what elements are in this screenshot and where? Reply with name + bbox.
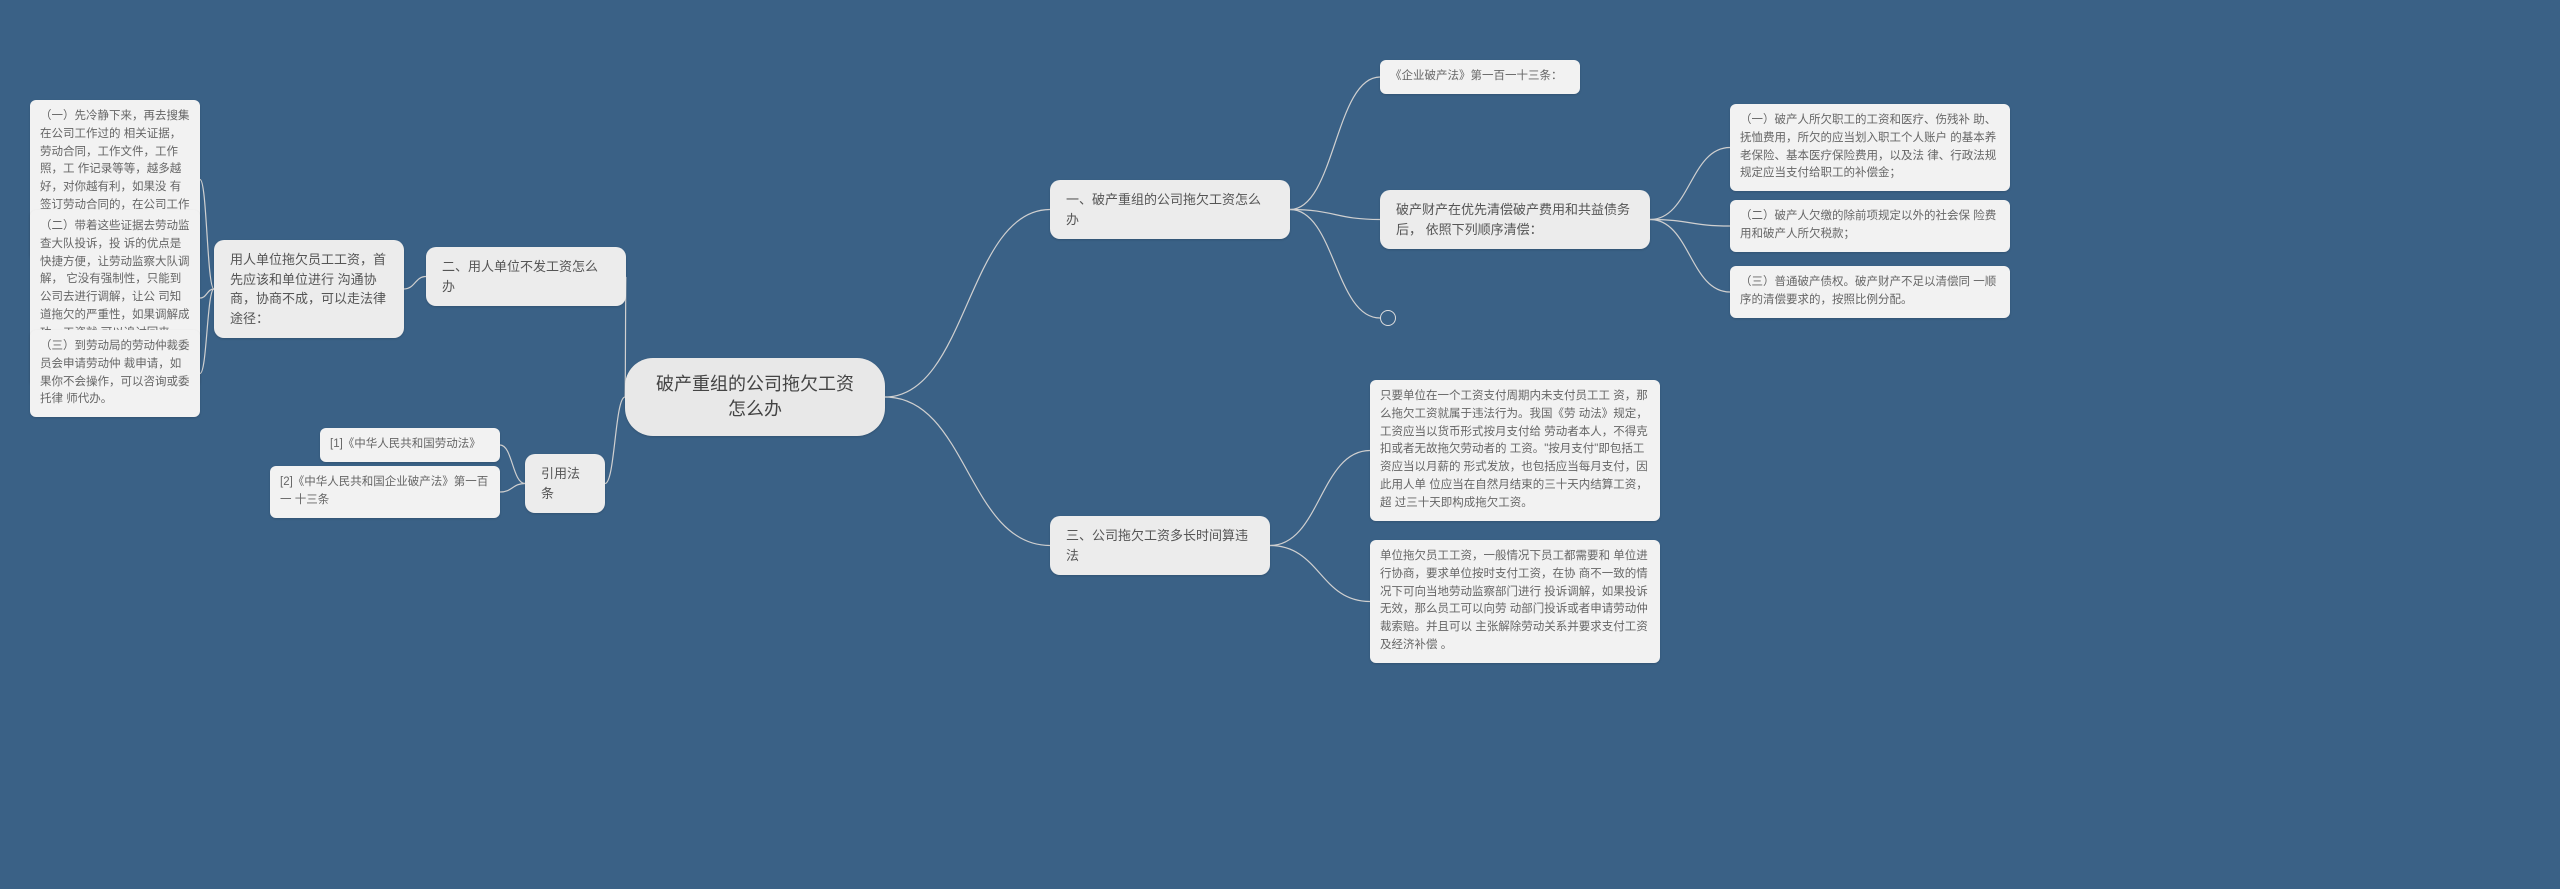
connector-path <box>1270 546 1370 602</box>
connector-path <box>200 180 214 290</box>
leaf-node[interactable]: （一）破产人所欠职工的工资和医疗、伤残补 助、抚恤费用，所欠的应当划入职工个人账… <box>1730 104 2010 191</box>
branch-node[interactable]: 破产财产在优先清偿破产费用和共益债务后， 依照下列顺序清偿： <box>1380 190 1650 249</box>
connector-path <box>885 397 1050 546</box>
empty-node[interactable] <box>1380 310 1396 326</box>
leaf-node[interactable]: 只要单位在一个工资支付周期内未支付员工工 资，那么拖欠工资就属于违法行为。我国《… <box>1370 380 1660 521</box>
branch-node[interactable]: 二、用人单位不发工资怎么办 <box>426 247 626 306</box>
connector-path <box>1290 210 1380 319</box>
connector-path <box>1270 451 1370 546</box>
branch-node[interactable]: 三、公司拖欠工资多长时间算违法 <box>1050 516 1270 575</box>
leaf-node[interactable]: [2]《中华人民共和国企业破产法》第一百一 十三条 <box>270 466 500 518</box>
connector-path <box>500 484 525 493</box>
leaf-node[interactable]: （二）破产人欠缴的除前项规定以外的社会保 险费用和破产人所欠税款； <box>1730 200 2010 252</box>
leaf-node[interactable]: 单位拖欠员工工资，一般情况下员工都需要和 单位进行协商，要求单位按时支付工资，在… <box>1370 540 1660 663</box>
leaf-node[interactable]: 《企业破产法》第一百一十三条： <box>1380 60 1580 94</box>
connector-path <box>1290 77 1380 210</box>
branch-node[interactable]: 用人单位拖欠员工工资，首先应该和单位进行 沟通协商，协商不成，可以走法律途径： <box>214 240 404 338</box>
connector-path <box>1290 210 1380 220</box>
connector-path <box>200 289 214 374</box>
root-node[interactable]: 破产重组的公司拖欠工资 怎么办 <box>625 358 885 436</box>
connector-path <box>885 210 1050 398</box>
connector-path <box>1650 220 1730 227</box>
connector-path <box>500 445 525 484</box>
leaf-node[interactable]: [1]《中华人民共和国劳动法》 <box>320 428 500 462</box>
leaf-node[interactable]: （三）到劳动局的劳动仲裁委员会申请劳动仲 裁申请，如果你不会操作，可以咨询或委托… <box>30 330 200 417</box>
connector-path <box>1650 220 1730 293</box>
connector-path <box>404 277 426 290</box>
connector-path <box>605 397 625 484</box>
leaf-node[interactable]: （三）普通破产债权。破产财产不足以清偿同 一顺序的清偿要求的，按照比例分配。 <box>1730 266 2010 318</box>
connector-path <box>200 289 214 298</box>
branch-node[interactable]: 引用法条 <box>525 454 605 513</box>
connector-path <box>1650 148 1730 220</box>
branch-node[interactable]: 一、破产重组的公司拖欠工资怎么 办 <box>1050 180 1290 239</box>
